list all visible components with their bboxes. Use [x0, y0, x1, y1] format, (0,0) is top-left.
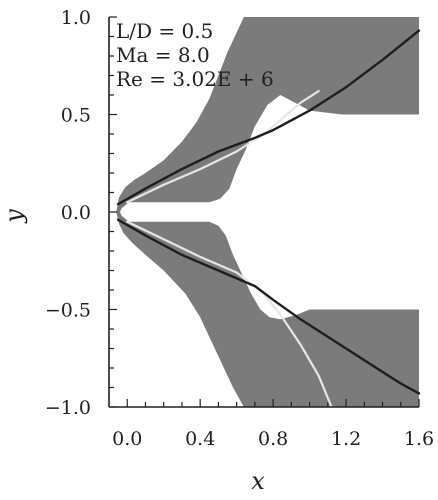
x-tick-label: 1.6: [404, 428, 434, 450]
x-tick-label: 1.2: [331, 428, 361, 450]
shock-waves: [116, 29, 421, 409]
flow-field-lower: [116, 212, 420, 407]
y-tick-label: −0.5: [45, 300, 91, 322]
annotation-re: Re = 3.02E + 6: [116, 67, 274, 91]
shock-upper-light: [126, 89, 320, 204]
x-tick-label: 0.4: [185, 428, 215, 450]
annotation-ma: Ma = 8.0: [116, 43, 210, 67]
shock-lower-dark: [116, 218, 421, 395]
y-tick-label: 1.0: [61, 7, 91, 29]
y-tick-label: −1.0: [45, 397, 91, 419]
x-tick-label: 0.0: [112, 428, 142, 450]
axes: [108, 16, 420, 408]
x-axis-label: x: [251, 467, 265, 495]
y-axis-label: y: [0, 209, 28, 224]
x-tick-label: 0.8: [258, 428, 288, 450]
annotation-ld: L/D = 0.5: [116, 19, 213, 43]
tick-labels: 1.0 0.5 0.0 −0.5 −1.0 0.0 0.4 0.8 1.2 1.6: [45, 7, 434, 450]
y-tick-label: 0.5: [61, 105, 91, 127]
y-tick-label: 0.0: [61, 202, 91, 224]
shock-upper-dark: [116, 29, 421, 206]
